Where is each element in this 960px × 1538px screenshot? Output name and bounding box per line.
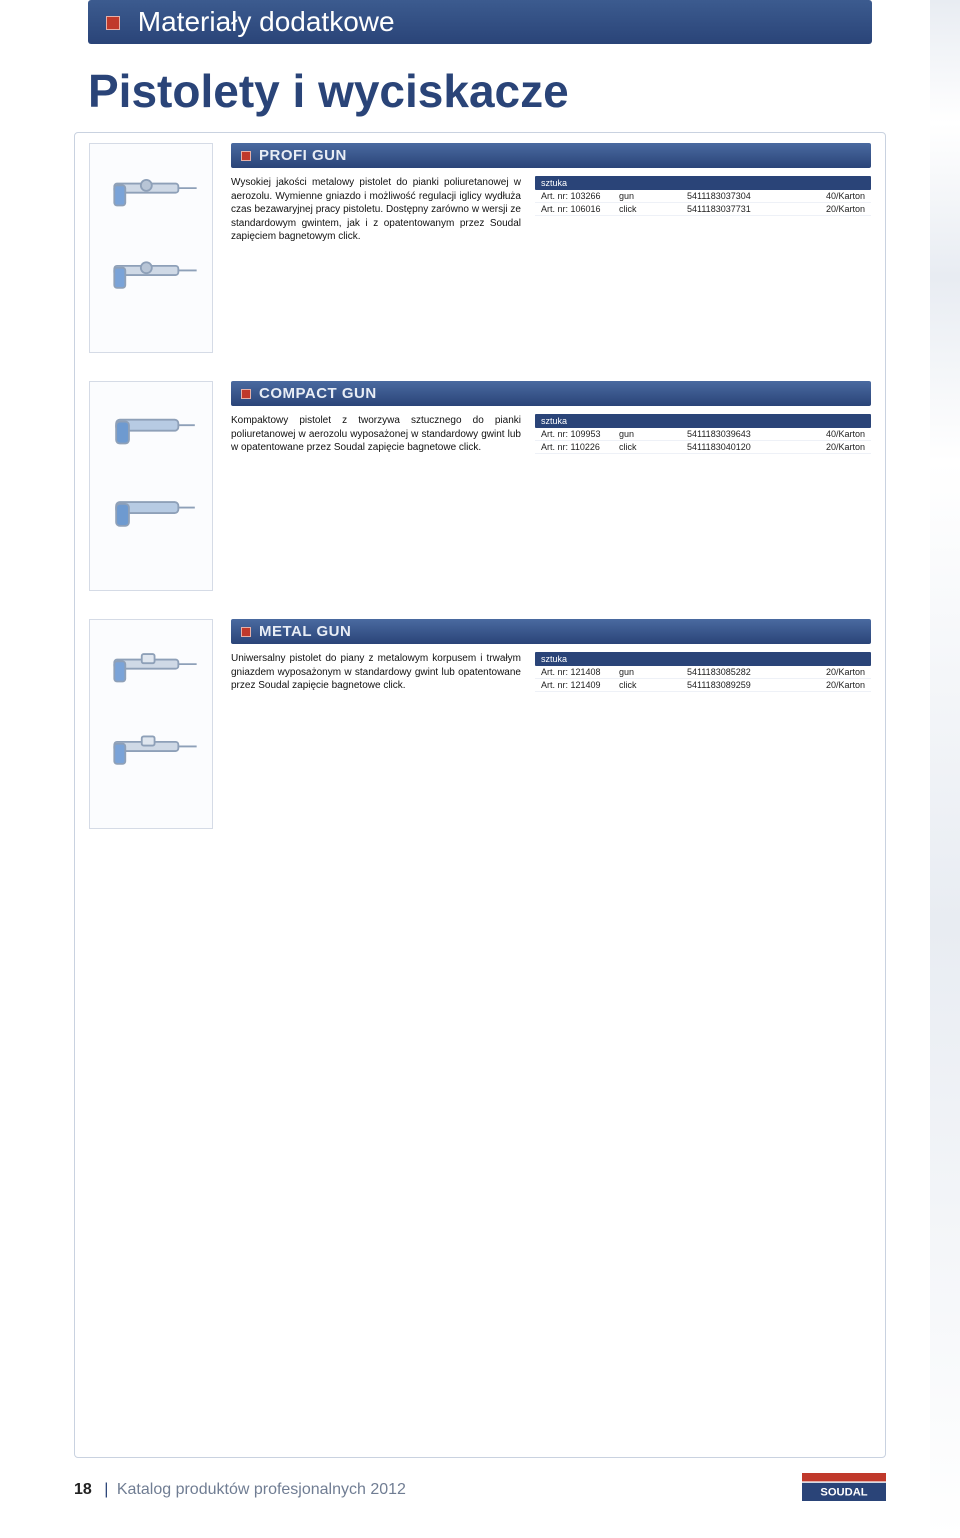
product-description: Kompaktowy pistolet z tworzywa sztuczneg… xyxy=(231,414,521,455)
cell-art: Art. nr: 103266 xyxy=(541,191,611,201)
cell-ean: 5411183037304 xyxy=(687,191,787,201)
table-row: Art. nr: 121409 click 5411183089259 20/K… xyxy=(535,679,871,692)
product-block-profi: PROFI GUN Wysokiej jakości metalowy pist… xyxy=(89,143,871,353)
content-frame: PROFI GUN Wysokiej jakości metalowy pist… xyxy=(74,132,886,1458)
bullet-icon xyxy=(241,151,251,161)
cell-ean: 5411183089259 xyxy=(687,680,787,690)
cell-type: gun xyxy=(619,667,679,677)
product-title-bar: METAL GUN xyxy=(231,619,871,644)
cell-pack: 20/Karton xyxy=(795,667,865,677)
section-header-title: Materiały dodatkowe xyxy=(138,6,395,37)
separator-icon: | xyxy=(104,1481,108,1498)
cell-pack: 20/Karton xyxy=(795,204,865,214)
decorative-edge xyxy=(930,0,960,1538)
product-block-compact: COMPACT GUN Kompaktowy pistolet z tworzy… xyxy=(89,381,871,591)
cell-type: click xyxy=(619,204,679,214)
table-header: sztuka xyxy=(535,652,871,666)
product-title: METAL GUN xyxy=(259,623,351,640)
pistol-icon xyxy=(96,392,206,579)
header-bullet-icon xyxy=(106,16,120,30)
table-header: sztuka xyxy=(535,414,871,428)
product-title-bar: COMPACT GUN xyxy=(231,381,871,406)
cell-ean: 5411183085282 xyxy=(687,667,787,677)
cell-ean: 5411183040120 xyxy=(687,442,787,452)
page-footer: 18 | Katalog produktów profesjonalnych 2… xyxy=(74,1473,886,1506)
svg-text:SOUDAL: SOUDAL xyxy=(820,1486,867,1498)
cell-ean: 5411183037731 xyxy=(687,204,787,214)
product-description: Uniwersalny pistolet do piany z metalowy… xyxy=(231,652,521,693)
table-header: sztuka xyxy=(535,176,871,190)
cell-art: Art. nr: 106016 xyxy=(541,204,611,214)
product-image-compact xyxy=(89,381,213,591)
cell-type: click xyxy=(619,680,679,690)
cell-ean: 5411183039643 xyxy=(687,429,787,439)
product-table: sztuka Art. nr: 121408 gun 5411183085282… xyxy=(535,652,871,693)
product-title-bar: PROFI GUN xyxy=(231,143,871,168)
product-table: sztuka Art. nr: 103266 gun 5411183037304… xyxy=(535,176,871,244)
product-table: sztuka Art. nr: 109953 gun 5411183039643… xyxy=(535,414,871,455)
table-row: Art. nr: 110226 click 5411183040120 20/K… xyxy=(535,441,871,454)
cell-art: Art. nr: 110226 xyxy=(541,442,611,452)
cell-art: Art. nr: 121409 xyxy=(541,680,611,690)
product-description: Wysokiej jakości metalowy pistolet do pi… xyxy=(231,176,521,244)
cell-type: gun xyxy=(619,429,679,439)
product-title: PROFI GUN xyxy=(259,147,347,164)
table-row: Art. nr: 121408 gun 5411183085282 20/Kar… xyxy=(535,666,871,679)
cell-art: Art. nr: 109953 xyxy=(541,429,611,439)
cell-pack: 40/Karton xyxy=(795,429,865,439)
table-row: Art. nr: 103266 gun 5411183037304 40/Kar… xyxy=(535,190,871,203)
product-title: COMPACT GUN xyxy=(259,385,377,402)
footer-text: Katalog produktów profesjonalnych 2012 xyxy=(117,1481,406,1498)
cell-pack: 40/Karton xyxy=(795,191,865,201)
cell-pack: 20/Karton xyxy=(795,442,865,452)
page-title: Pistolety i wyciskacze xyxy=(88,64,872,118)
cell-type: click xyxy=(619,442,679,452)
product-block-metal: METAL GUN Uniwersalny pistolet do piany … xyxy=(89,619,871,829)
page-number: 18 xyxy=(74,1481,92,1498)
bullet-icon xyxy=(241,389,251,399)
product-image-profi xyxy=(89,143,213,353)
product-image-metal xyxy=(89,619,213,829)
table-row: Art. nr: 109953 gun 5411183039643 40/Kar… xyxy=(535,428,871,441)
bullet-icon xyxy=(241,627,251,637)
section-header: Materiały dodatkowe xyxy=(88,0,872,44)
pistol-icon xyxy=(96,630,206,817)
cell-type: gun xyxy=(619,191,679,201)
cell-pack: 20/Karton xyxy=(795,680,865,690)
soudal-logo: SOUDAL xyxy=(802,1473,886,1506)
pistol-icon xyxy=(96,154,206,341)
cell-art: Art. nr: 121408 xyxy=(541,667,611,677)
table-row: Art. nr: 106016 click 5411183037731 20/K… xyxy=(535,203,871,216)
